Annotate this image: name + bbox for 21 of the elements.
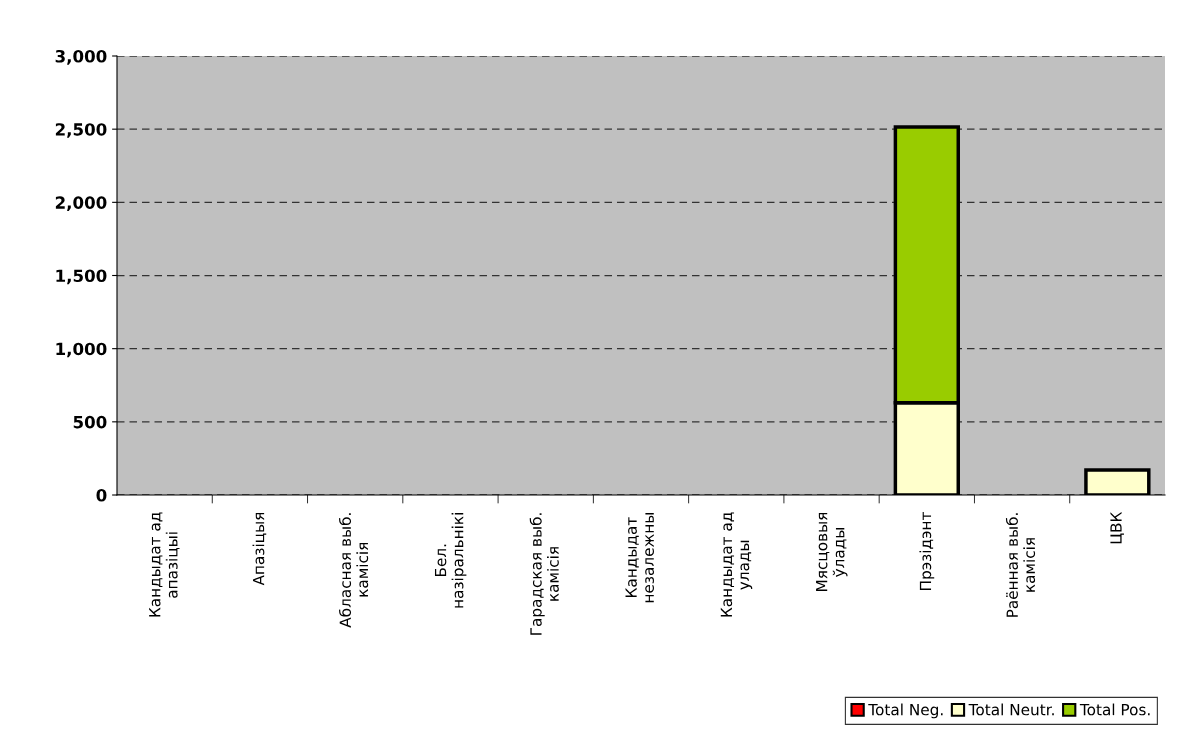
- y-tick-label: 2,500: [55, 123, 107, 138]
- y-tick-label: 500: [73, 415, 107, 429]
- legend-label: Total Pos.: [1079, 703, 1150, 716]
- y-tick-label: 1,500: [56, 269, 107, 285]
- y-tick-label: 2,000: [55, 196, 107, 212]
- x-tick-label: Гарадская выб. камісія: [529, 513, 559, 635]
- legend-label: Total Neg.: [868, 703, 943, 719]
- x-tick-label: Кандыдат ад апазіцыі: [149, 512, 180, 617]
- y-tick-label: 1,000: [56, 342, 107, 358]
- x-tick-label: Бел. назіральнікі: [434, 513, 467, 608]
- x-tick-label: Мясцовыя ўлады: [816, 512, 848, 591]
- x-tick-label: Апазіцыя: [252, 512, 267, 586]
- x-tick-label: Прэзідэнт: [919, 512, 935, 590]
- x-tick-label: Кандыдат незалежны: [625, 513, 654, 603]
- legend-label: Total Neutr.: [968, 703, 1054, 716]
- x-tick-label: ЦВК: [1110, 511, 1124, 544]
- y-tick-label: 3,000: [55, 49, 107, 65]
- x-tick-label: Абласная выб. камісія: [338, 513, 369, 628]
- x-tick-label: Раённая выб. камісія: [1005, 513, 1036, 617]
- x-tick-label: Кандыдат ад улады: [720, 512, 753, 617]
- y-tick-label: 0: [96, 488, 107, 502]
